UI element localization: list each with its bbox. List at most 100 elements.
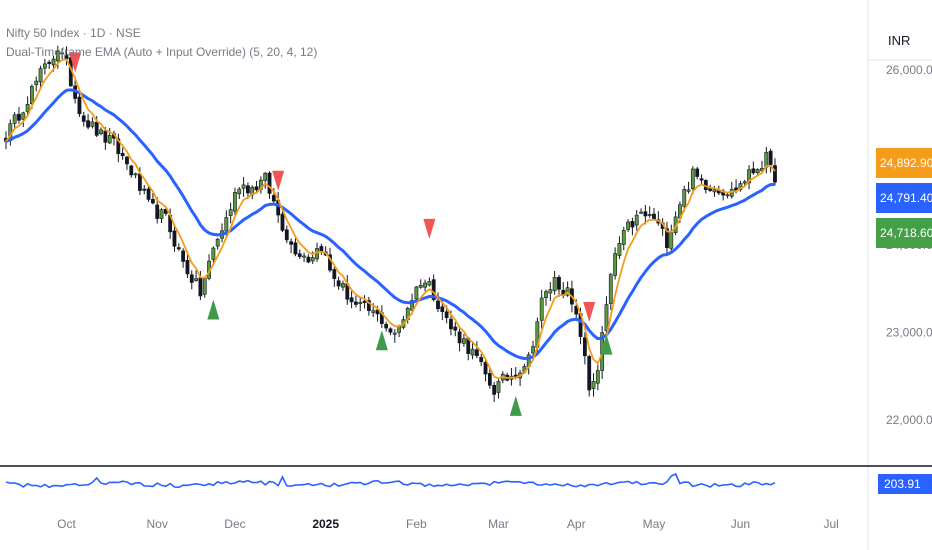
candle (42, 58, 47, 75)
price-badge: 24,791.40 (876, 183, 932, 213)
candle (250, 185, 255, 200)
candle (267, 171, 272, 199)
candle (159, 208, 164, 224)
candle (99, 127, 103, 136)
candle (366, 296, 371, 316)
candle (686, 181, 691, 194)
candle (414, 286, 419, 301)
candle (548, 281, 553, 301)
candle (751, 161, 756, 175)
svg-text:203.91: 203.91 (884, 477, 921, 491)
candle (634, 210, 639, 231)
candle (768, 148, 773, 173)
candle (526, 351, 531, 375)
symbol-legend[interactable]: Nifty 50 Index · 1D · NSE (6, 26, 141, 40)
candle (384, 321, 389, 332)
currency-label[interactable]: INR (888, 33, 911, 48)
candle (194, 269, 198, 282)
candle (544, 289, 548, 306)
y-tick-label: 26,000.00 (886, 63, 932, 77)
candle (246, 182, 250, 200)
candle (155, 197, 160, 224)
candle (518, 369, 522, 387)
svg-text:24,791.40: 24,791.40 (880, 191, 932, 205)
candle (77, 93, 82, 117)
candle (729, 181, 734, 199)
candle (120, 147, 125, 160)
buy-signal-marker (375, 330, 388, 351)
candle (647, 206, 652, 218)
candle (55, 45, 60, 69)
candle (349, 291, 354, 309)
price-badge: 24,718.60 (876, 218, 932, 248)
candle (107, 127, 112, 145)
svg-text:24,892.90: 24,892.90 (880, 156, 932, 170)
ema-lines (5, 58, 776, 380)
candle (695, 166, 700, 180)
candle (643, 205, 648, 225)
ema-slow-line (5, 88, 776, 360)
candle (552, 271, 557, 295)
candle (345, 275, 350, 305)
x-tick-label: 2025 (312, 517, 339, 531)
candle (336, 276, 341, 290)
candle (332, 266, 337, 287)
candle (302, 252, 306, 262)
x-tick-label: Jun (731, 517, 750, 531)
candle (129, 164, 134, 178)
candle (587, 354, 592, 397)
candle (474, 341, 479, 359)
candle (582, 332, 587, 365)
sell-signal-marker (423, 218, 436, 239)
candle (25, 96, 30, 116)
candle (21, 111, 26, 127)
buy-signal-marker (509, 395, 522, 416)
candle (539, 289, 544, 329)
candle (604, 296, 609, 339)
candle (280, 211, 285, 233)
x-tick-label: Mar (488, 517, 509, 531)
x-axis-labels: Oct Nov Dec 2025 Feb Mar Apr May Jun Jul (57, 517, 839, 531)
candle (630, 217, 635, 236)
candle (595, 364, 600, 391)
candle (34, 76, 39, 92)
candle (773, 158, 777, 186)
candle (116, 133, 121, 163)
x-tick-label: Jul (823, 517, 838, 531)
candle (293, 238, 298, 257)
oscillator-badge: 203.91 (878, 474, 932, 494)
candles (4, 45, 777, 403)
candle (690, 166, 695, 195)
candle (189, 270, 194, 290)
candle (457, 328, 462, 352)
y-tick-label: 23,000.00 (886, 326, 932, 340)
candle (202, 277, 207, 298)
candle (237, 187, 242, 199)
candle (418, 279, 423, 289)
indicator-legend[interactable]: Dual-Timeframe EMA (Auto + Input Overrid… (6, 45, 318, 59)
candle (81, 112, 86, 127)
candle (289, 238, 294, 254)
candle (487, 368, 492, 389)
sub-pane: 203.91 (5, 472, 932, 494)
candle (591, 373, 596, 397)
candle (427, 277, 432, 287)
candle (354, 295, 358, 308)
candle (699, 174, 704, 185)
candle (176, 243, 181, 251)
candle (496, 378, 501, 399)
sell-signal-marker (583, 302, 596, 323)
candle (319, 243, 324, 255)
candle (613, 247, 618, 280)
x-tick-label: Feb (406, 517, 427, 531)
candle (656, 211, 661, 226)
candle (284, 225, 289, 244)
candle (639, 208, 643, 215)
x-tick-label: Dec (224, 517, 245, 531)
x-tick-label: Oct (57, 517, 76, 531)
candle (142, 184, 147, 195)
buy-signal-marker (207, 299, 220, 320)
candle (90, 117, 95, 129)
